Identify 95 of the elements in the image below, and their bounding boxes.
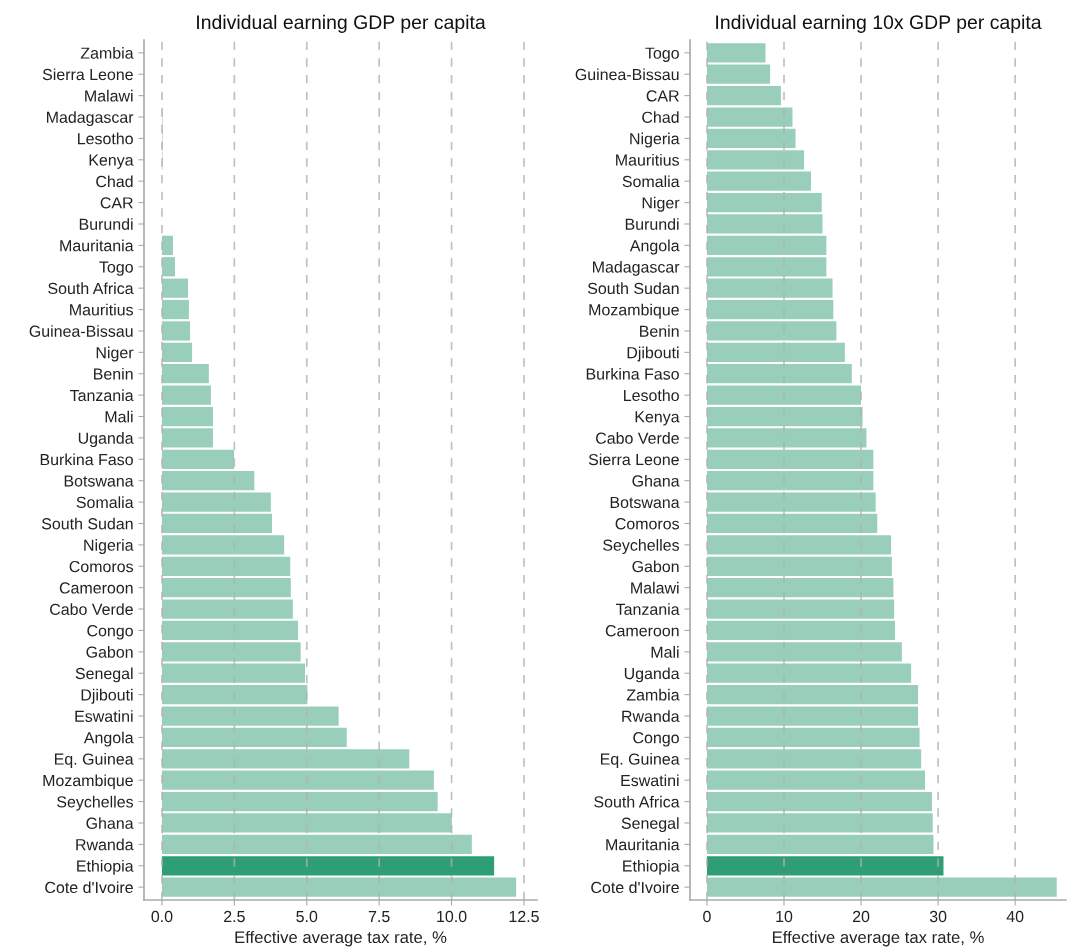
y-tick-label: Togo xyxy=(645,47,679,62)
y-tick-label: Malawi xyxy=(631,581,679,594)
y-tick-label: Somalia xyxy=(76,496,134,509)
y-tick-label: Sierra Leone xyxy=(42,68,133,81)
y-tick-label: Mauritius xyxy=(616,154,680,166)
y-tick-label: Comoros xyxy=(615,518,680,530)
y-tick-label: Cabo Verde xyxy=(50,603,133,615)
y-tick-label: South Africa xyxy=(594,795,680,808)
y-tick-label: Eq. Guinea xyxy=(600,753,680,768)
y-tick-label: Rwanda xyxy=(76,838,134,851)
y-tick-label: Djibouti xyxy=(627,346,679,362)
y-tick-label: Sierra Leone xyxy=(588,453,679,466)
y-tick-label: Congo xyxy=(87,625,133,640)
y-tick-label: Botswana xyxy=(64,475,134,487)
y-tick-label: Nigeria xyxy=(630,132,680,148)
x-tick-label: 0 xyxy=(703,910,711,923)
y-tick-label: Cote d'Ivoire xyxy=(591,881,679,894)
y-tick-label: Eq. Guinea xyxy=(54,753,134,768)
chart-title: Individual earning GDP per capita xyxy=(197,14,486,33)
y-tick-label: Nigeria xyxy=(84,539,134,554)
y-tick-label: Tanzania xyxy=(616,603,680,615)
y-tick-label: Tanzania xyxy=(70,389,134,402)
y-tick-label: Mozambique xyxy=(43,774,133,790)
y-tick-label: CAR xyxy=(100,197,133,209)
y-tick-label: Togo xyxy=(99,261,133,276)
x-tick-label: 12.5 xyxy=(509,910,539,923)
y-tick-label: Niger xyxy=(642,196,680,212)
y-tick-label: Chad xyxy=(642,111,679,123)
y-tick-label: Mauritania xyxy=(60,239,134,252)
y-tick-label: Rwanda xyxy=(622,710,680,722)
y-tick-label: Mali xyxy=(651,646,679,658)
y-tick-label: Guinea-Bissau xyxy=(29,325,133,337)
y-tick-label: Guinea-Bissau xyxy=(575,68,679,81)
y-tick-label: Ghana xyxy=(86,817,134,829)
y-tick-label: Niger xyxy=(96,346,134,362)
y-tick-label: Burundi xyxy=(625,218,679,230)
y-tick-label: Cabo Verde xyxy=(596,432,679,444)
y-tick-label: Uganda xyxy=(78,432,134,448)
y-tick-label: Lesotho xyxy=(78,132,133,145)
x-tick-label: 2.5 xyxy=(224,910,245,923)
y-tick-label: Benin xyxy=(94,367,133,380)
y-tick-label: Seychelles xyxy=(57,795,134,811)
y-tick-label: Chad xyxy=(96,175,133,188)
x-tick-label: 10.0 xyxy=(437,910,467,923)
y-tick-label: Somalia xyxy=(622,175,680,188)
y-tick-label: Madagascar xyxy=(47,111,134,127)
y-tick-label: Gabon xyxy=(632,560,679,573)
y-tick-label: Botswana xyxy=(610,496,680,509)
y-tick-label: Zambia xyxy=(626,688,680,701)
y-tick-label: Senegal xyxy=(621,817,679,833)
x-axis-title: Effective average tax rate, % xyxy=(235,930,447,947)
x-tick-label: 30 xyxy=(929,910,947,923)
y-tick-label: Ghana xyxy=(632,474,680,487)
y-tick-label: South Africa xyxy=(48,282,134,295)
y-tick-label: Malawi xyxy=(85,89,133,102)
y-tick-label: Djibouti xyxy=(81,688,133,704)
y-tick-label: Mozambique xyxy=(589,303,679,319)
y-tick-label: Comoros xyxy=(69,560,134,573)
y-tick-label: Angola xyxy=(629,239,680,255)
y-tick-label: Kenya xyxy=(89,154,134,169)
y-tick-label: Kenya xyxy=(635,411,680,426)
y-tick-label: Ethiopia xyxy=(77,859,134,875)
y-tick-label: Burkina Faso xyxy=(586,367,679,380)
y-tick-label: Gabon xyxy=(86,646,133,658)
y-tick-label: Congo xyxy=(633,732,679,747)
y-tick-label: Cameroon xyxy=(59,582,133,594)
y-tick-label: Ethiopia xyxy=(623,859,680,875)
y-tick-label: Mauritius xyxy=(70,303,134,316)
y-tick-label: Eswatini xyxy=(621,774,679,787)
y-tick-label: Burkina Faso xyxy=(40,453,133,466)
x-tick-label: 5.0 xyxy=(296,910,318,923)
chart-title: Individual earning 10x GDP per capita xyxy=(716,14,1042,33)
y-tick-label: Senegal xyxy=(75,667,133,683)
x-tick-label: 40 xyxy=(1006,910,1024,923)
y-tick-label: Burundi xyxy=(79,218,133,230)
y-tick-label: Madagascar xyxy=(593,260,680,276)
y-tick-label: Uganda xyxy=(624,667,680,683)
x-tick-label: 20 xyxy=(852,910,870,923)
x-tick-label: 10 xyxy=(776,910,793,923)
y-tick-label: South Sudan xyxy=(41,517,133,530)
y-tick-label: Benin xyxy=(640,325,679,337)
y-tick-label: South Sudan xyxy=(587,282,679,295)
x-tick-label: 0.0 xyxy=(151,910,173,923)
y-tick-label: Cameroon xyxy=(605,625,679,637)
x-axis-title: Effective average tax rate, % xyxy=(772,930,984,947)
y-tick-label: Mauritania xyxy=(606,838,680,851)
y-tick-label: Cote d'Ivoire xyxy=(45,881,133,894)
y-tick-label: CAR xyxy=(646,90,679,102)
y-tick-label: Zambia xyxy=(80,47,134,59)
x-tick-label: 7.5 xyxy=(368,911,390,923)
y-tick-label: Mali xyxy=(105,410,133,423)
y-tick-label: Seychelles xyxy=(603,539,680,554)
y-tick-label: Lesotho xyxy=(624,389,679,402)
y-tick-label: Angola xyxy=(83,731,134,747)
y-tick-label: Eswatini xyxy=(75,710,133,722)
